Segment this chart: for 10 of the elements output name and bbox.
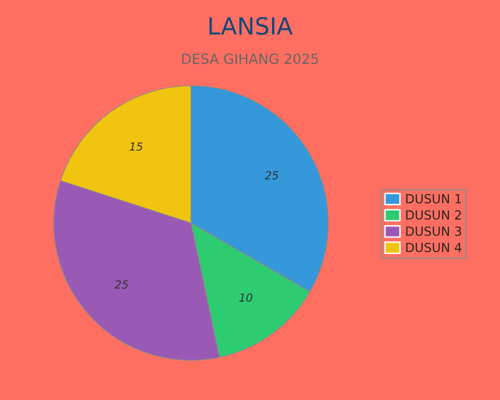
data-label: 25 <box>264 171 278 180</box>
chart-title: LANSIA <box>210 16 293 35</box>
data-label: 10 <box>239 293 252 302</box>
data-label: 25 <box>114 280 128 289</box>
legend-label: DUSUN 4 <box>406 242 462 252</box>
data-label: 15 <box>130 142 143 151</box>
chart-subtitle: DESA GIHANG 2025 <box>182 54 318 64</box>
legend-label: DUSUN 3 <box>406 226 462 236</box>
legend-label: DUSUN 2 <box>406 210 461 220</box>
legend-label: DUSUN 1 <box>406 194 461 204</box>
